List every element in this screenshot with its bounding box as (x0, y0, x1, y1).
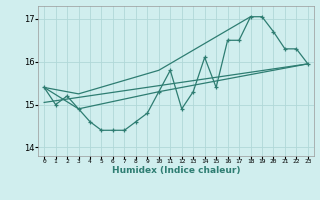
X-axis label: Humidex (Indice chaleur): Humidex (Indice chaleur) (112, 166, 240, 175)
